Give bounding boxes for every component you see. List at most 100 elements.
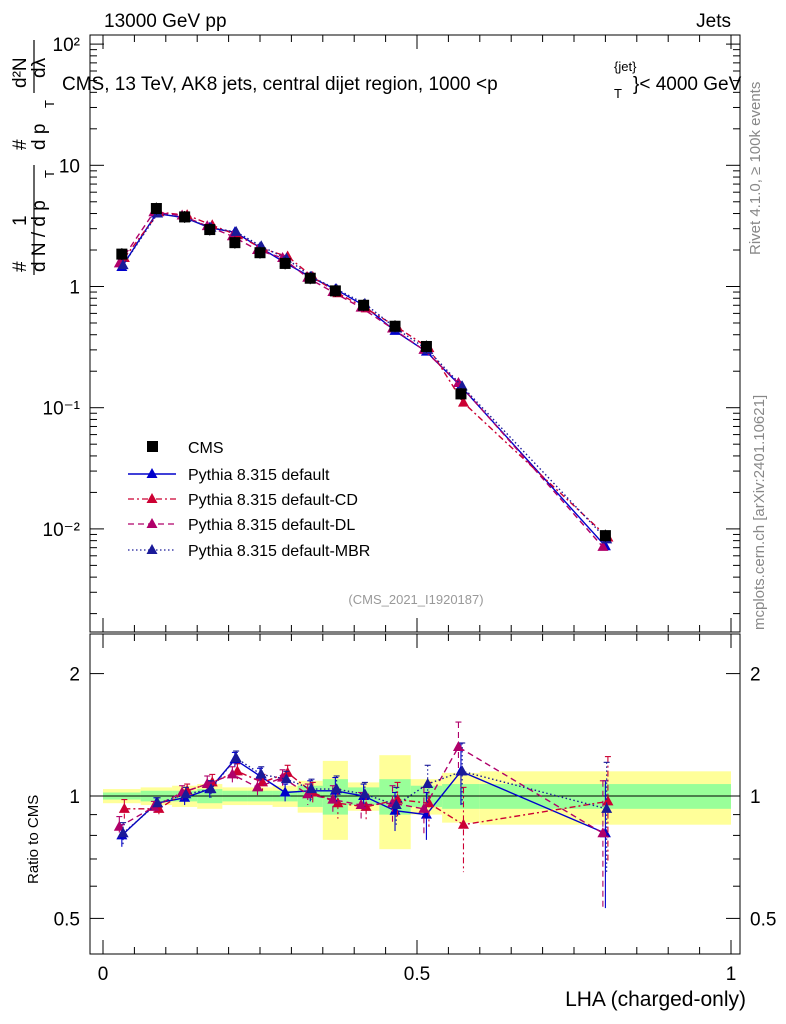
x-tick-label: 1 bbox=[726, 964, 737, 985]
ratio-point-mbr bbox=[152, 797, 164, 808]
ratio-point-dl bbox=[113, 820, 125, 831]
data-point bbox=[204, 224, 216, 236]
data-point bbox=[179, 211, 191, 223]
ratio-ylabel: Ratio to CMS bbox=[25, 795, 42, 884]
legend: CMS Pythia 8.315 default Pythia 8.315 de… bbox=[128, 440, 370, 560]
plot-title: CMS, 13 TeV, AK8 jets, central dijet reg… bbox=[62, 74, 498, 95]
ratio-point-mbr bbox=[456, 765, 468, 776]
legend-marker-cd bbox=[146, 493, 158, 503]
svg-text:T: T bbox=[42, 170, 57, 178]
ratio-ytick-label-right: 2 bbox=[750, 665, 761, 686]
data-point bbox=[229, 237, 241, 249]
svg-text:d N / d p: d N / d p bbox=[29, 200, 50, 272]
top-ytick-label: 10⁻² bbox=[43, 520, 81, 541]
point-mbr bbox=[117, 259, 129, 270]
header-left-label: 13000 GeV pp bbox=[104, 11, 227, 32]
ratio-point-mbr bbox=[205, 783, 217, 794]
top-ylabel: # 1 d N / d p T # d p T d²N dλ bbox=[10, 40, 57, 275]
plot-title-subscript: T bbox=[614, 86, 622, 101]
data-point bbox=[254, 247, 266, 259]
ratio-point-dl bbox=[418, 802, 430, 813]
ratio-ytick-label: 0.5 bbox=[54, 909, 80, 930]
svg-text:d p: d p bbox=[29, 124, 50, 150]
legend-label-cd: Pythia 8.315 default-CD bbox=[188, 492, 358, 509]
legend-marker-mbr bbox=[146, 544, 158, 554]
svg-text:#: # bbox=[10, 261, 31, 272]
data-point bbox=[116, 248, 128, 260]
point-mbr bbox=[230, 225, 242, 236]
top-ytick-label: 10⁻¹ bbox=[43, 399, 81, 420]
data-point bbox=[455, 388, 467, 400]
legend-label-mbr: Pythia 8.315 default-MBR bbox=[188, 543, 370, 560]
legend-label-default: Pythia 8.315 default bbox=[188, 467, 330, 484]
legend-marker-default bbox=[146, 468, 158, 478]
ratio-ytick-label: 1 bbox=[69, 787, 80, 808]
ratio-point-dl bbox=[452, 740, 464, 751]
data-point bbox=[358, 299, 370, 311]
ratio-point-dl bbox=[355, 799, 367, 810]
svg-text:#: # bbox=[10, 139, 31, 150]
series-line-mbr bbox=[122, 212, 608, 540]
ratio-point-mbr bbox=[255, 768, 267, 779]
svg-text:1: 1 bbox=[10, 215, 31, 226]
top-frame bbox=[89, 34, 741, 633]
ratio-ytick-label-right: 1 bbox=[750, 787, 761, 808]
data-point bbox=[599, 530, 611, 542]
top-series bbox=[113, 202, 614, 551]
x-tick-label: 0.5 bbox=[404, 964, 430, 985]
ratio-point-dl bbox=[226, 768, 238, 779]
legend-marker-dl bbox=[146, 518, 158, 528]
data-point bbox=[150, 203, 162, 215]
ratio-point-mbr bbox=[180, 788, 192, 799]
data-point bbox=[279, 257, 291, 269]
plot-title-tail: }< 4000 GeV bbox=[633, 74, 742, 95]
ratio-point-cd bbox=[118, 802, 130, 813]
header-right-label: Jets bbox=[696, 11, 731, 32]
data-point bbox=[304, 272, 316, 284]
ratio-axis-ticks: 0.5 0.5 1 1 2 2 0 0.5 1 bbox=[54, 634, 776, 985]
point-mbr bbox=[456, 380, 468, 391]
legend-marker-cms bbox=[147, 441, 158, 452]
top-ytick-label: 10² bbox=[53, 35, 80, 56]
ratio-ytick-label: 2 bbox=[69, 665, 80, 686]
ratio-point-cd bbox=[602, 795, 614, 806]
ratio-point-mbr bbox=[331, 783, 343, 794]
svg-text:d²N: d²N bbox=[10, 57, 31, 88]
ratio-point-mbr bbox=[390, 799, 402, 810]
top-ytick-label: 1 bbox=[69, 278, 80, 299]
rivet-label: Rivet 4.1.0, ≥ 100k events bbox=[747, 82, 764, 255]
ratio-point-cd bbox=[392, 793, 404, 804]
ratio-ytick-label-right: 0.5 bbox=[750, 909, 776, 930]
ratio-frame bbox=[89, 633, 741, 955]
data-point bbox=[420, 340, 432, 352]
ratio-point-mbr bbox=[601, 802, 613, 813]
series-line-cd bbox=[123, 211, 609, 538]
top-axis-ticks: 10⁻² 10⁻¹ 1 10 10² bbox=[43, 35, 740, 632]
ratio-point-cd bbox=[457, 818, 469, 829]
data-point bbox=[389, 320, 401, 332]
x-axis-label: LHA (charged-only) bbox=[565, 988, 746, 1011]
ratio-point-mbr bbox=[230, 752, 242, 763]
legend-label-dl: Pythia 8.315 default-DL bbox=[188, 517, 355, 534]
ratio-point-mbr bbox=[280, 773, 292, 784]
ratio-point-default bbox=[279, 786, 291, 797]
ratio-point-mbr bbox=[359, 788, 371, 799]
ratio-point-dl bbox=[302, 788, 314, 799]
ratio-point-mbr bbox=[422, 778, 434, 789]
ratio-point-mbr bbox=[305, 783, 317, 794]
ratio-point-dl bbox=[251, 781, 263, 792]
ratio-point-dl bbox=[327, 793, 339, 804]
x-tick-label: 0 bbox=[98, 964, 109, 985]
point-dl bbox=[597, 540, 609, 551]
svg-text:T: T bbox=[42, 100, 57, 108]
ratio-series bbox=[113, 721, 614, 909]
ratio-point-dl bbox=[597, 827, 609, 838]
point-cd bbox=[457, 396, 469, 407]
top-ytick-label: 10 bbox=[59, 156, 80, 177]
analysis-watermark: (CMS_2021_I1920187) bbox=[348, 592, 483, 607]
plot-title-superscript: {jet} bbox=[614, 59, 637, 74]
legend-label-cms: CMS bbox=[188, 440, 224, 457]
data-point bbox=[329, 285, 341, 297]
svg-text:dλ: dλ bbox=[29, 57, 50, 78]
